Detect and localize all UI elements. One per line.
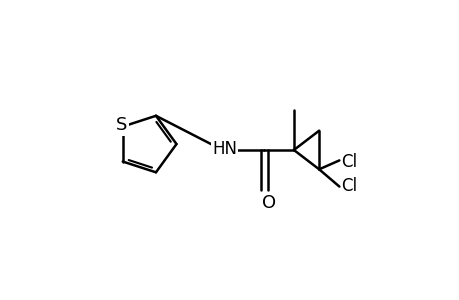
- Text: Cl: Cl: [341, 153, 357, 171]
- Text: HN: HN: [212, 140, 237, 158]
- Text: O: O: [261, 194, 275, 212]
- Text: Cl: Cl: [341, 177, 357, 195]
- Text: S: S: [116, 116, 127, 134]
